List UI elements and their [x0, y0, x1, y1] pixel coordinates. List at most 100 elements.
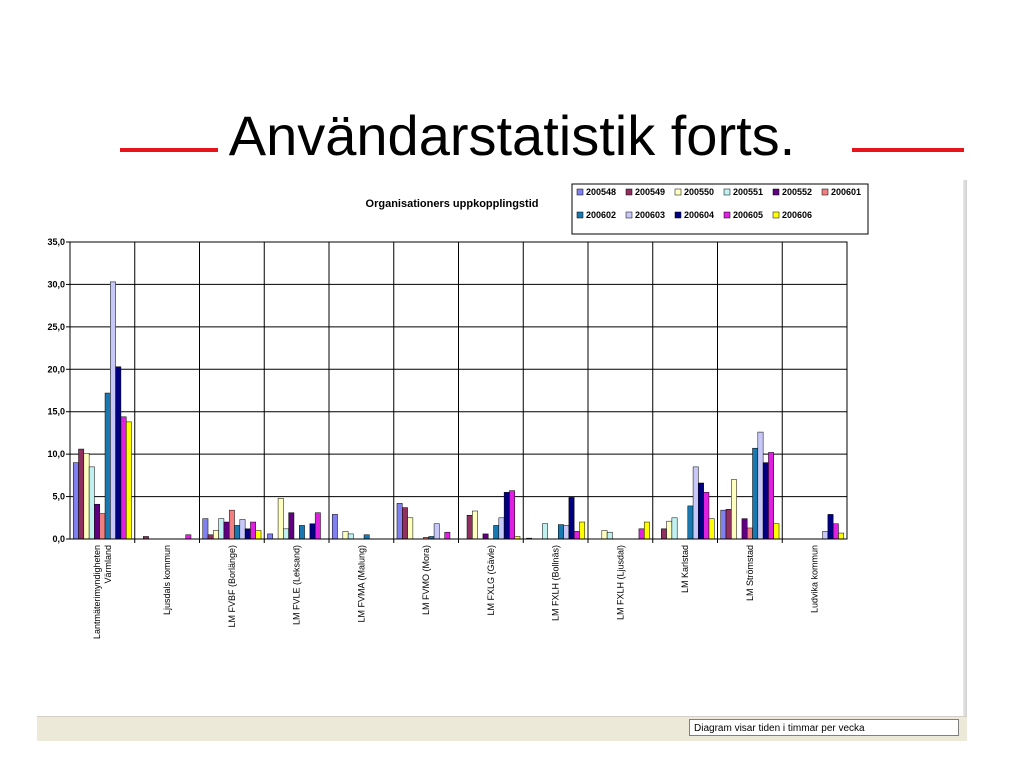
bar-200549-7 — [466, 514, 473, 540]
bar-200605-1 — [120, 416, 127, 540]
legend-swatch-200605 — [723, 211, 731, 219]
bar-200603-7 — [498, 517, 505, 540]
bar-200550-10 — [666, 520, 673, 540]
category-label: Lantmäterimyndigheten — [92, 545, 102, 639]
bar-200548-5 — [331, 514, 338, 540]
bar-200605-3 — [250, 521, 256, 540]
legend-label-200602: 200602 — [586, 210, 616, 220]
legend-label-200606: 200606 — [782, 210, 812, 220]
bar-200606-3 — [255, 530, 262, 540]
bar-200551-9 — [606, 531, 613, 540]
bar-200602-11 — [752, 447, 759, 540]
bar-200550-7 — [472, 510, 478, 540]
y-tick-label: 30,0 — [47, 279, 65, 289]
bar-200604-3 — [244, 528, 251, 540]
bar-200550-9 — [601, 530, 608, 540]
bar-200604-4 — [309, 523, 316, 540]
bar-200603-6 — [433, 523, 440, 540]
bar-200604-7 — [503, 492, 510, 540]
legend-label-200548: 200548 — [586, 187, 616, 197]
title-rule-right — [852, 148, 964, 152]
bar-200550-5 — [342, 531, 349, 540]
category-label: Värmland — [103, 545, 113, 584]
bar-200604-12 — [827, 514, 834, 540]
bar-200606-8 — [579, 521, 586, 540]
y-tick-label: 20,0 — [47, 364, 65, 374]
bar-200549-1 — [78, 448, 85, 540]
bar-200549-11 — [725, 509, 732, 540]
bar-200549-3 — [207, 534, 214, 540]
bar-200605-12 — [832, 523, 839, 540]
category-label: LM FVLE (Leksand) — [292, 545, 302, 625]
bar-200606-9 — [643, 521, 650, 540]
bar-200550-4 — [277, 498, 284, 540]
chart-title: Organisationers uppkopplingstid — [366, 198, 539, 210]
bar-200549-6 — [402, 507, 408, 540]
bar-200606-12 — [838, 532, 845, 540]
bar-200548-11 — [720, 509, 727, 540]
legend-swatch-200604 — [674, 211, 682, 219]
bar-200605-10 — [703, 492, 710, 540]
category-label: Ljusdals kommun — [162, 545, 172, 615]
legend-swatch-200601 — [821, 188, 829, 196]
bar-200605-4 — [314, 512, 321, 540]
legend-label-200605: 200605 — [733, 210, 763, 220]
bar-200605-2 — [185, 534, 192, 540]
bar-200603-8 — [563, 525, 570, 540]
bar-200552-1 — [94, 503, 100, 540]
legend-label-200549: 200549 — [635, 187, 665, 197]
window-edge — [963, 180, 967, 740]
title-rule-left — [120, 148, 218, 152]
legend-swatch-200606 — [772, 211, 780, 219]
bar-200602-3 — [234, 525, 241, 540]
legend-swatch-200552 — [772, 188, 780, 196]
bar-200548-6 — [396, 503, 403, 540]
bar-200552-11 — [741, 518, 748, 540]
legend-label-200552: 200552 — [782, 187, 812, 197]
bar-200601-11 — [746, 527, 753, 540]
legend-label-200551: 200551 — [733, 187, 763, 197]
bar-200605-7 — [509, 490, 515, 540]
bar-200603-3 — [239, 519, 246, 540]
bar-200602-8 — [558, 524, 564, 540]
y-tick-label: 35,0 — [47, 237, 65, 247]
category-label: LM FXLH (Bollnäs) — [551, 545, 561, 621]
y-tick-label: 10,0 — [47, 449, 65, 459]
bar-200550-1 — [83, 453, 90, 540]
slide-title: Användarstatistik forts. — [228, 104, 796, 167]
category-label: LM Strömstad — [745, 545, 755, 601]
bar-200602-1 — [104, 392, 111, 540]
legend-label-200550: 200550 — [684, 187, 714, 197]
bar-200602-7 — [493, 525, 500, 540]
bar-200605-8 — [573, 531, 580, 540]
bar-200604-11 — [762, 462, 769, 540]
y-tick-label: 25,0 — [47, 322, 65, 332]
bar-200603-1 — [110, 281, 116, 540]
category-label: LM FVMA (Malung) — [356, 545, 366, 623]
legend-swatch-200549 — [625, 188, 633, 196]
bar-200606-11 — [773, 523, 780, 540]
bar-200603-12 — [822, 531, 829, 540]
bar-200551-4 — [283, 528, 289, 540]
y-tick-label: 5,0 — [52, 492, 65, 502]
category-label: LM FXLG (Gävle) — [486, 545, 496, 616]
bar-200552-4 — [288, 512, 295, 540]
legend-swatch-200602 — [576, 211, 584, 219]
bar-200604-8 — [568, 497, 575, 540]
legend-label-200601: 200601 — [831, 187, 861, 197]
bar-200602-4 — [299, 525, 305, 540]
bar-200551-8 — [542, 523, 548, 540]
bar-200552-3 — [223, 521, 230, 540]
bar-200605-6 — [444, 531, 451, 540]
chart-window: Organisationers uppkopplingstid 0,0 5,0 10,… — [37, 180, 967, 720]
legend-swatch-200551 — [723, 188, 731, 196]
bar-200548-3 — [202, 518, 209, 540]
bar-200605-11 — [768, 452, 774, 540]
bar-200602-10 — [687, 505, 694, 540]
y-tick-label: 15,0 — [47, 407, 65, 417]
bar-200602-5 — [363, 534, 370, 540]
bar-200548-4 — [267, 533, 274, 540]
bar-200552-7 — [482, 533, 489, 540]
bar-200601-3 — [228, 509, 235, 540]
legend-swatch-200550 — [674, 188, 682, 196]
